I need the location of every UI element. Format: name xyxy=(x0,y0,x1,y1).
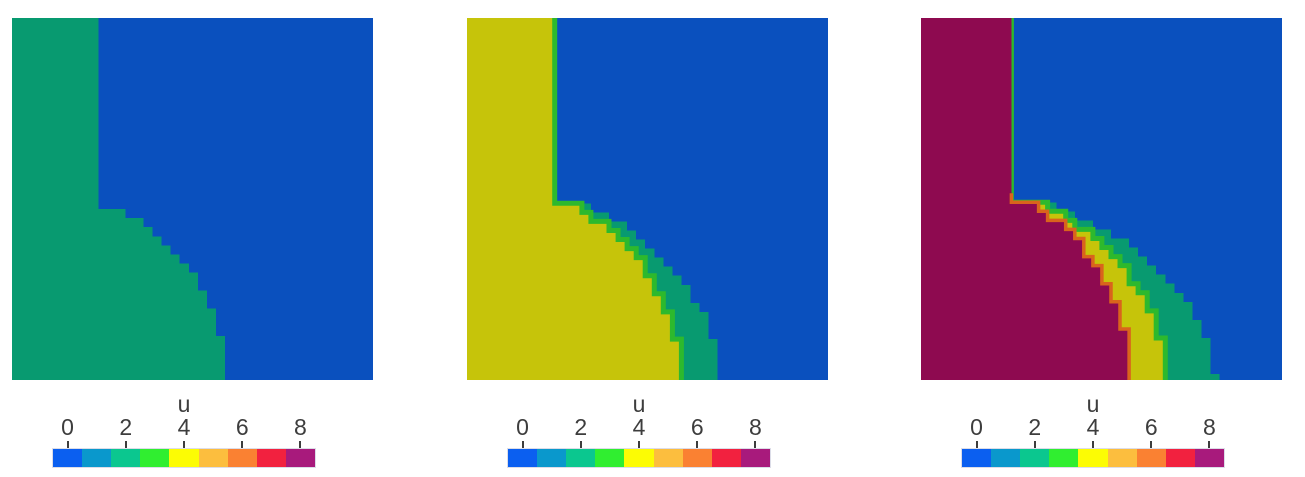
colorbar-gradient xyxy=(52,448,316,468)
colorbar-tick-mark xyxy=(579,441,582,448)
colorbar-bin-4 xyxy=(1078,449,1108,467)
colorbar-tick-label: 2 xyxy=(1028,414,1042,440)
colorbar-bin-5 xyxy=(198,449,228,467)
colorbar-1: u 0 2 4 6 8 xyxy=(52,391,316,468)
colorbar-bin-6 xyxy=(227,449,257,467)
colorbar-2: u 0 2 4 6 8 xyxy=(507,391,771,468)
colorbar-gradient xyxy=(507,448,771,468)
solution-panel-3: u 0 2 4 6 8 xyxy=(921,0,1282,477)
field-plot-1 xyxy=(12,18,373,380)
field-plot-2 xyxy=(467,18,828,380)
colorbar-tick-label: 0 xyxy=(970,414,983,440)
colorbar-tick-label: 8 xyxy=(1203,414,1216,440)
colorbar-bin-6 xyxy=(1136,449,1166,467)
field-plot-3 xyxy=(921,18,1282,380)
colorbar-bin-3 xyxy=(595,449,625,467)
colorbar-tick-mark xyxy=(975,441,978,448)
colorbar-tick-mark xyxy=(638,441,640,448)
colorbar-bin-2 xyxy=(566,449,596,467)
colorbar-tick-mark xyxy=(241,441,244,448)
colorbar-bin-0 xyxy=(508,449,538,467)
colorbar-bin-8 xyxy=(285,449,315,467)
colorbar-tick-label: 4 xyxy=(177,414,191,440)
colorbar-bin-0 xyxy=(962,449,992,467)
colorbar-tick-mark xyxy=(1033,441,1036,448)
colorbar-bin-6 xyxy=(682,449,712,467)
colorbar-tick-label: 2 xyxy=(574,414,588,440)
colorbar-bin-8 xyxy=(740,449,770,467)
colorbar-tick-label: 6 xyxy=(235,414,249,440)
colorbar-tick-mark xyxy=(299,441,302,448)
colorbar-bin-3 xyxy=(140,449,170,467)
colorbar-bin-2 xyxy=(1020,449,1050,467)
colorbar-title: u xyxy=(632,391,646,417)
colorbar-bin-4 xyxy=(169,449,199,467)
colorbar-tick-mark xyxy=(183,441,185,448)
colorbar-bin-2 xyxy=(111,449,141,467)
colorbar-bin-5 xyxy=(1107,449,1137,467)
solution-panel-1: u 0 2 4 6 8 xyxy=(12,0,373,477)
colorbar-bin-8 xyxy=(1194,449,1224,467)
field-region-u8 xyxy=(921,18,1130,380)
colorbar-title: u xyxy=(1086,391,1100,417)
colorbar-tick-label: 2 xyxy=(119,414,133,440)
colorbar-bin-1 xyxy=(537,449,567,467)
field-contour-band-u6 xyxy=(1009,193,1131,380)
colorbar-bin-7 xyxy=(256,449,286,467)
colorbar-bin-0 xyxy=(53,449,83,467)
colorbar-bin-7 xyxy=(1165,449,1195,467)
colorbar-tick-mark xyxy=(1208,441,1211,448)
colorbar-tick-mark xyxy=(754,441,757,448)
colorbar-bin-1 xyxy=(991,449,1021,467)
colorbar-tick-label: 4 xyxy=(632,414,646,440)
colorbar-gradient xyxy=(961,448,1225,468)
colorbar-tick-mark xyxy=(1150,441,1153,448)
colorbar-tick-label: 8 xyxy=(749,414,762,440)
colorbar-tick-label: 0 xyxy=(61,414,74,440)
colorbar-tick-mark xyxy=(1092,441,1094,448)
field-region-u4 xyxy=(467,18,682,380)
colorbar-bin-5 xyxy=(653,449,683,467)
field-contour-band-u3 xyxy=(552,18,684,380)
colorbar-bin-1 xyxy=(82,449,112,467)
colorbar-tick-label: 8 xyxy=(294,414,307,440)
colorbar-bin-3 xyxy=(1049,449,1079,467)
colorbar-tick-label: 0 xyxy=(516,414,529,440)
solution-panel-2: u 0 2 4 6 8 xyxy=(467,0,828,477)
field-region-u2 xyxy=(12,18,225,380)
colorbar-3: u 0 2 4 6 8 xyxy=(961,391,1225,468)
colorbar-tick-mark xyxy=(696,441,699,448)
colorbar-tick-mark xyxy=(521,441,524,448)
colorbar-tick-label: 4 xyxy=(1086,414,1100,440)
colorbar-tick-label: 6 xyxy=(1144,414,1158,440)
colorbar-tick-mark xyxy=(66,441,69,448)
colorbar-bin-4 xyxy=(624,449,654,467)
field-contour-band-u3 xyxy=(1008,18,1168,380)
colorbar-bin-7 xyxy=(711,449,741,467)
colorbar-title: u xyxy=(177,391,191,417)
colorbar-tick-mark xyxy=(124,441,127,448)
colorbar-tick-label: 6 xyxy=(690,414,704,440)
